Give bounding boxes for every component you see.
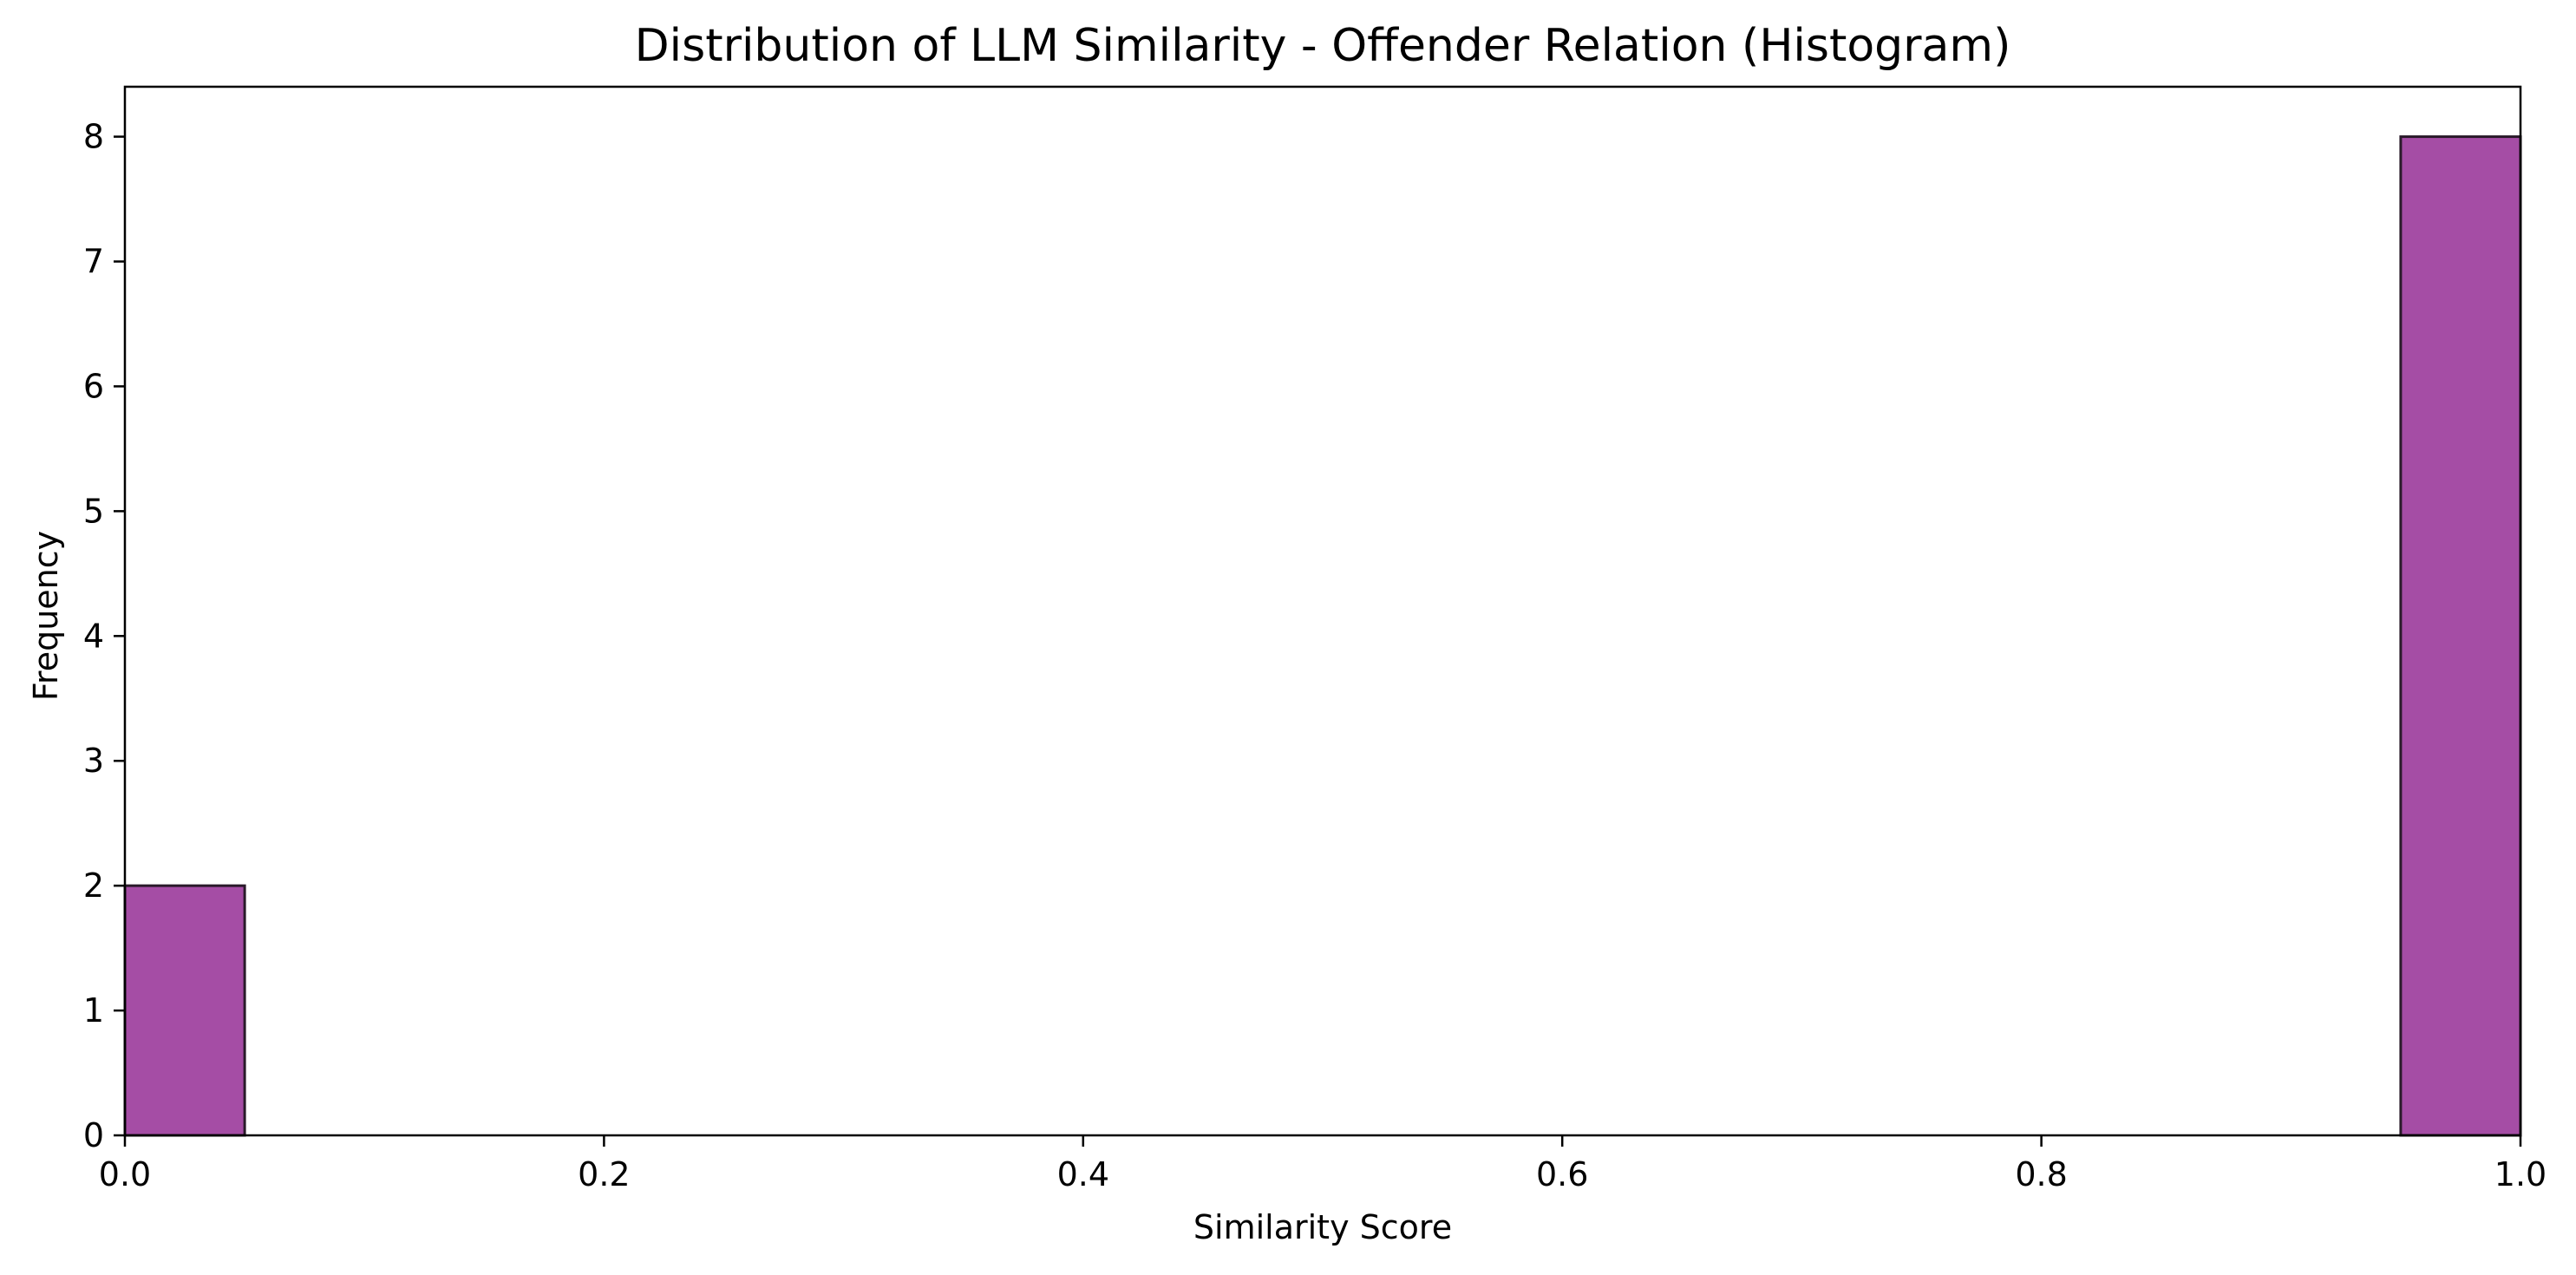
y-tick-label: 3 — [83, 742, 104, 780]
y-tick-label: 8 — [83, 118, 104, 156]
y-tick-label: 2 — [83, 866, 104, 905]
bars-group — [123, 135, 2522, 1137]
plot-frame — [123, 85, 2522, 1137]
x-tick-label: 0.0 — [99, 1155, 151, 1193]
x-tick-label: 1.0 — [2494, 1155, 2547, 1193]
x-tick-label: 0.2 — [578, 1155, 630, 1193]
x-tick-label: 0.6 — [1536, 1155, 1588, 1193]
histogram-bar-1 — [2399, 135, 2522, 1137]
x-axis-ticks: 0.0 0.2 0.4 0.6 0.8 1.0 — [99, 1135, 2547, 1193]
x-tick-label: 0.4 — [1057, 1155, 1109, 1193]
y-tick-label: 5 — [83, 492, 104, 530]
histogram-bar-0 — [123, 884, 246, 1137]
x-axis-label: Similarity Score — [1193, 1208, 1452, 1246]
y-tick-label: 0 — [83, 1116, 104, 1154]
y-axis-label: Frequency — [27, 531, 65, 701]
y-tick-label: 1 — [83, 991, 104, 1030]
chart-title: Distribution of LLM Similarity - Offende… — [635, 20, 2011, 72]
x-tick-label: 0.8 — [2015, 1155, 2067, 1193]
y-tick-label: 6 — [83, 367, 104, 405]
y-axis-ticks: 0 1 2 3 4 5 6 7 8 — [83, 118, 125, 1154]
y-tick-label: 4 — [83, 617, 104, 655]
y-tick-label: 7 — [83, 243, 104, 281]
